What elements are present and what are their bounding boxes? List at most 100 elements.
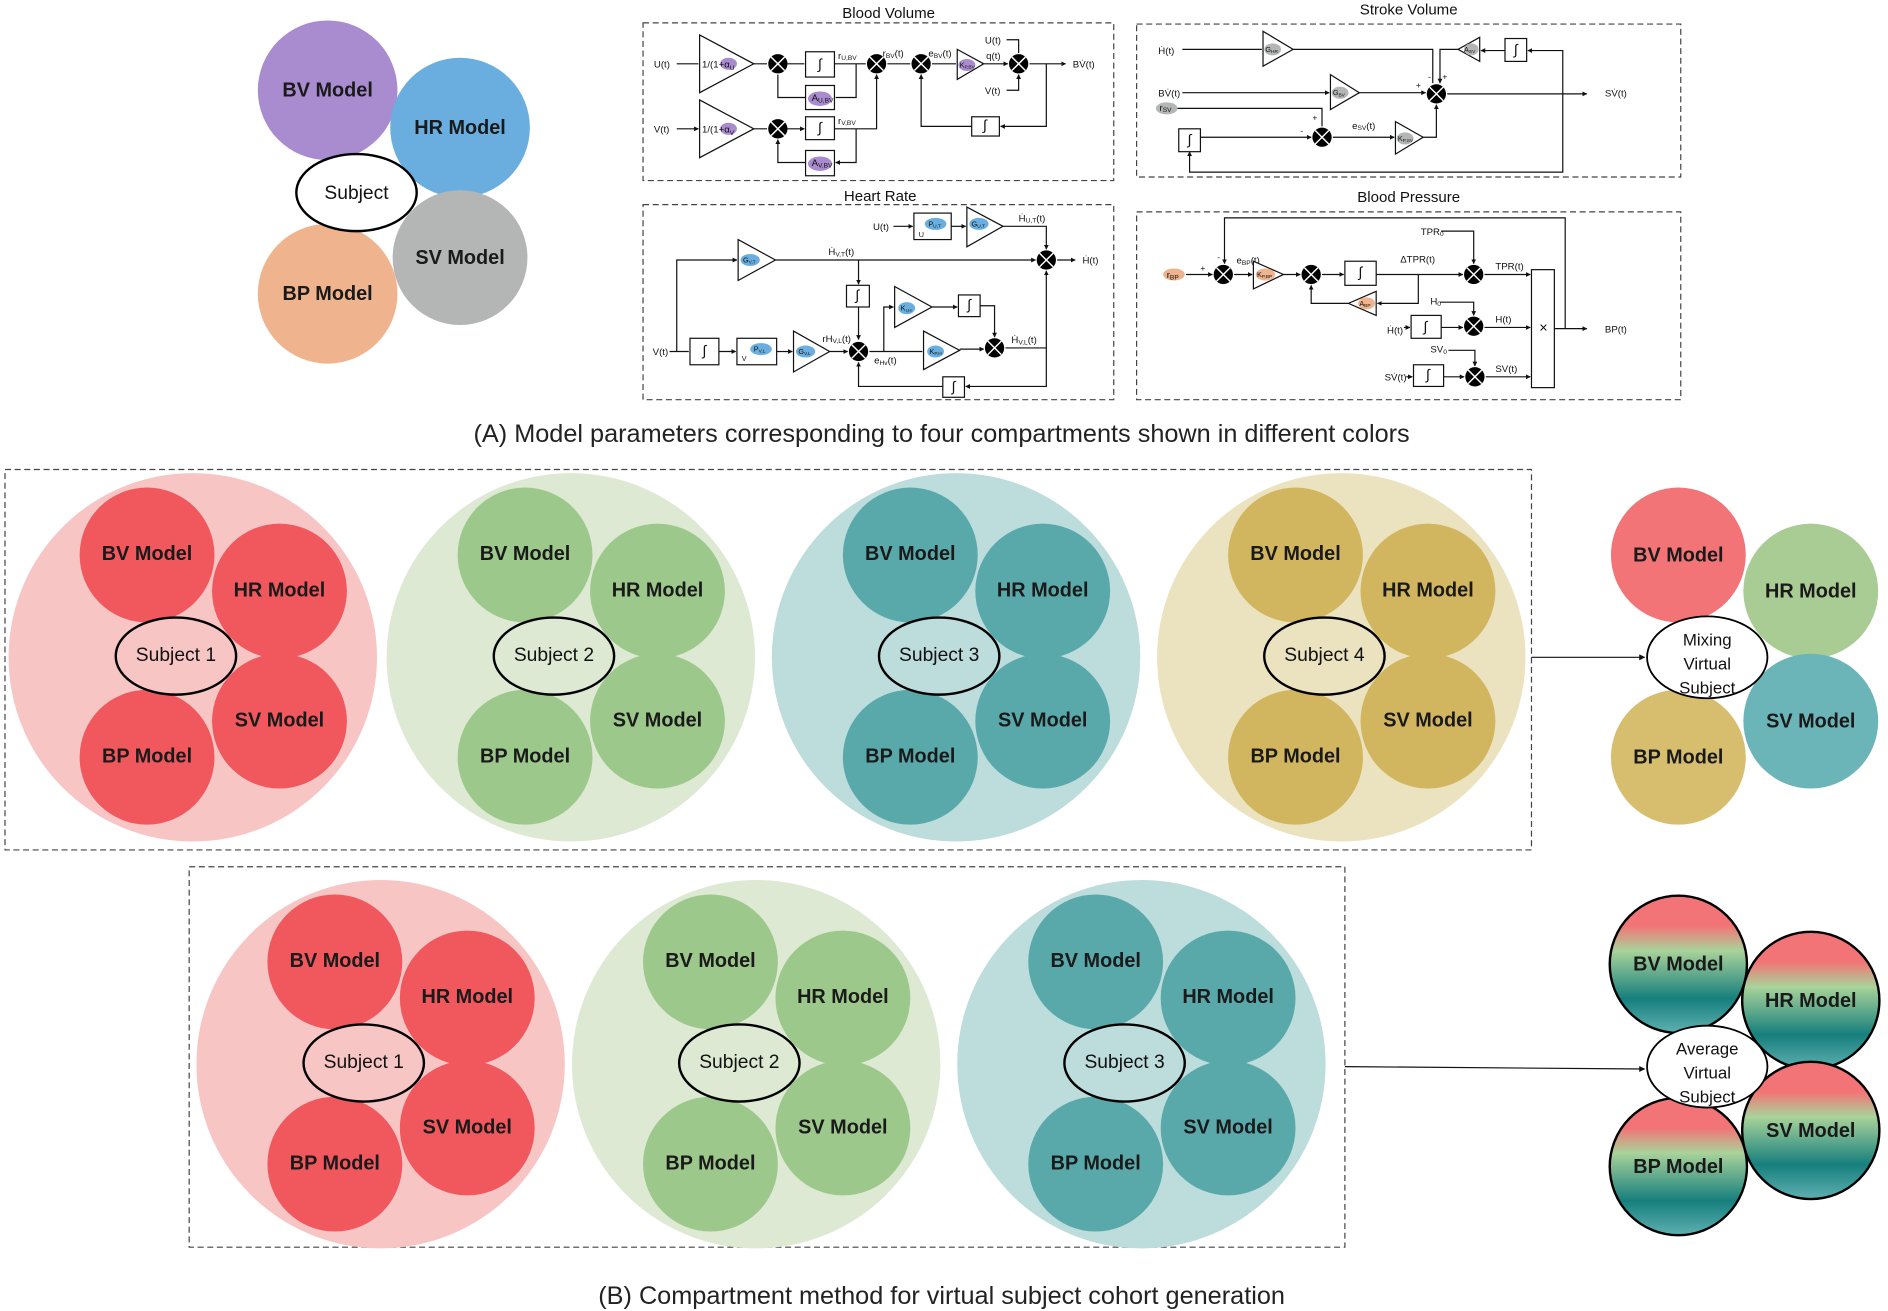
hr-model-label: HR Model <box>234 579 326 601</box>
mixing-virtual-subject: BV Model HR Model SV Model BP Model Mixing Vi… <box>1610 487 1879 825</box>
subject-ellipse <box>295 152 418 233</box>
svg-text:-: - <box>1300 126 1303 136</box>
sv-circle <box>399 1060 535 1196</box>
bv-model-label: BV Model <box>1250 543 1340 565</box>
sv-output-label: SV̇(t) <box>1605 88 1627 99</box>
svg-text:q(t): q(t) <box>986 51 1000 62</box>
svg-text:-: - <box>1217 252 1220 262</box>
mixing-cohort: BV Model HR Model SV Model BP Model Subject … <box>8 473 1526 842</box>
bp-circle <box>257 223 398 364</box>
svg-text:PV,L: PV,L <box>754 345 766 355</box>
sv-circle <box>212 653 347 789</box>
diagram-frame <box>642 22 1115 182</box>
sv-model-label: SV Model <box>1766 711 1855 733</box>
bv-model-label: BV Model <box>102 543 192 565</box>
svg-text:U: U <box>919 230 924 239</box>
subject-ellipse <box>114 616 238 696</box>
svg-text:TPR(t): TPR(t) <box>1495 262 1523 273</box>
virtual-subject-label: Subject <box>1679 1088 1736 1107</box>
bp-circle <box>1610 689 1746 825</box>
bv-circle <box>643 894 778 1030</box>
sv-model-label: SV Model <box>1383 709 1472 731</box>
blood-pressure-diagram: Blood Pressure rBP eBP(t) KP,BP ∫ ΔTPR(t… <box>1136 189 1682 401</box>
integrator-block <box>1412 364 1445 388</box>
hr-circle <box>1743 523 1879 659</box>
bv-circle <box>1610 487 1746 623</box>
sv-circle <box>1360 653 1496 789</box>
hr-model-label: HR Model <box>1382 579 1474 601</box>
sv-circle <box>1160 1060 1296 1196</box>
bp-circle <box>79 689 215 825</box>
integrator-block <box>1178 128 1202 153</box>
hr-circle <box>1160 930 1296 1066</box>
bp-model-label: BP Model <box>102 745 192 767</box>
svg-text:Ḣ(t): Ḣ(t) <box>1158 46 1174 57</box>
svg-text:U(t): U(t) <box>873 222 889 233</box>
svg-text:H(t): H(t) <box>1495 315 1511 326</box>
bv-model-label: BV Model <box>665 950 755 972</box>
svg-text:-: - <box>1428 71 1431 81</box>
svg-text:rBV(t): rBV(t) <box>883 49 904 60</box>
subject-label: Subject 2 <box>699 1052 779 1073</box>
bv-model-label: BV Model <box>1633 544 1723 566</box>
svg-text:∫: ∫ <box>966 298 972 314</box>
hr-model-label: HR Model <box>997 579 1089 601</box>
caption-b: (B) Compartment method for virtual subje… <box>598 1282 1285 1310</box>
integrator-block <box>845 284 870 308</box>
v-input-label: V(t) <box>654 124 670 135</box>
diagram-frame <box>642 204 1115 401</box>
bv-model-label: BV Model <box>1633 954 1723 976</box>
virtual-subject-ellipse <box>1646 615 1769 700</box>
hr-output-label: Ḣ(t) <box>1082 256 1098 267</box>
bp-model-label: BP Model <box>865 745 955 767</box>
virtual-subject-label: Subject <box>1679 678 1736 697</box>
sv-model-label: SV Model <box>423 1116 512 1138</box>
svg-text:BV̇(t): BV̇(t) <box>1158 88 1180 99</box>
subject-cluster: BV Model HR Model SV Model BP Model Subject … <box>386 473 755 842</box>
svg-text:eHv(t): eHv(t) <box>874 356 897 367</box>
sv-model-label: SV Model <box>235 709 324 731</box>
svg-text:∫: ∫ <box>951 379 957 395</box>
subject-cluster: BV Model HR Model SV Model BP Model Subject … <box>957 880 1326 1249</box>
svg-text:∫: ∫ <box>817 57 823 73</box>
diagram-title: Stroke Volume <box>1360 1 1458 18</box>
svg-text:ASV: ASV <box>1464 45 1476 55</box>
subject-label: Subject 2 <box>514 645 594 666</box>
hr-circle <box>975 523 1111 659</box>
svg-text:ABP: ABP <box>1359 299 1370 309</box>
svg-text:ΔTPR(t): ΔTPR(t) <box>1400 254 1435 265</box>
svg-text:∫: ∫ <box>1425 367 1431 383</box>
sv-circle <box>590 653 725 789</box>
hr-circle <box>1360 523 1496 659</box>
svg-text:V(t): V(t) <box>653 347 669 358</box>
svg-text:+: + <box>1416 80 1421 90</box>
svg-text:∫: ∫ <box>1187 133 1193 149</box>
integrator-block <box>689 337 720 366</box>
svg-text:rBP: rBP <box>1167 270 1180 281</box>
bp-model-label: BP Model <box>665 1152 755 1174</box>
sum-junction <box>1426 83 1447 105</box>
svg-text:+: + <box>1442 71 1447 81</box>
svg-text:rU,BV: rU,BV <box>838 51 857 62</box>
virtual-subject-label: Mixing <box>1683 630 1732 649</box>
svg-text:∫: ∫ <box>854 288 860 304</box>
diagram-frame <box>1136 211 1682 401</box>
sv-model-label: SV Model <box>798 1116 887 1138</box>
svg-text:∫: ∫ <box>982 118 988 134</box>
svg-text:1/(1+αU: 1/(1+αU <box>702 59 735 71</box>
sv-model-label: SV Model <box>998 709 1087 731</box>
svg-text:∫: ∫ <box>1358 265 1364 281</box>
subject-cluster: BV Model HR Model SV Model BP Model Subject … <box>196 880 565 1249</box>
bv-circle <box>1228 487 1363 623</box>
subject-cluster: BV Model HR Model SV Model BP Model Subject … <box>8 473 377 842</box>
subject-ellipse <box>302 1023 426 1103</box>
svg-text:eBV(t): eBV(t) <box>928 49 951 60</box>
svg-text:1/(1+αV: 1/(1+αV <box>702 124 735 136</box>
svg-text:PU,T: PU,T <box>928 219 941 229</box>
subject-ellipse <box>1263 616 1386 696</box>
hr-model-label: HR Model <box>797 986 889 1008</box>
bp-model-label: BP Model <box>1633 747 1723 769</box>
subject-ellipse <box>1063 1023 1186 1103</box>
bp-circle <box>267 1096 403 1232</box>
